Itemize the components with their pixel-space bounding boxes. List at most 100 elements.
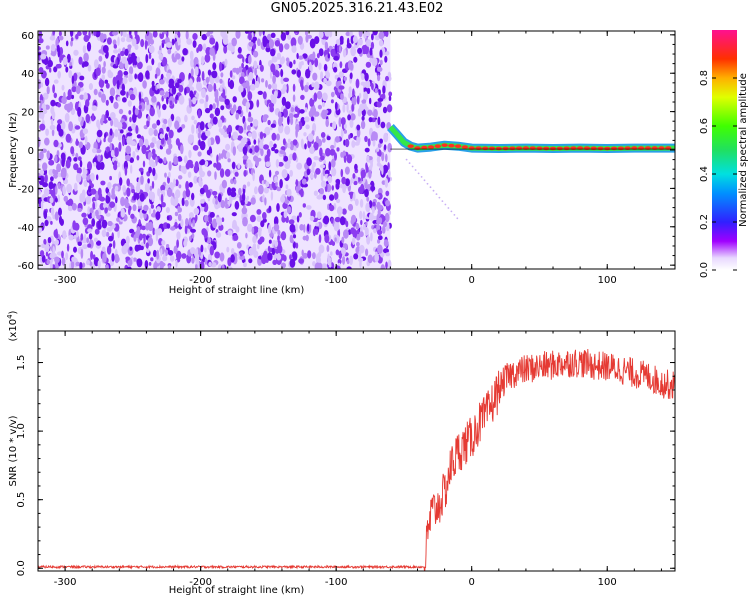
noise-speckle — [205, 76, 210, 84]
noise-speckle — [114, 147, 119, 158]
noise-speckle — [38, 163, 41, 168]
noise-speckle — [189, 197, 195, 207]
noise-speckle — [346, 103, 349, 113]
noise-speckle — [46, 259, 51, 265]
noise-speckle — [242, 184, 247, 190]
noise-speckle — [256, 157, 262, 162]
noise-speckle — [113, 49, 119, 54]
noise-speckle — [165, 72, 172, 78]
noise-speckle — [83, 92, 88, 102]
noise-speckle — [364, 72, 369, 82]
noise-speckle — [145, 53, 149, 64]
noise-speckle — [100, 161, 105, 170]
noise-speckle — [326, 244, 330, 253]
noise-speckle — [136, 134, 142, 139]
noise-speckle — [253, 60, 258, 70]
signal-track-peak — [536, 146, 543, 151]
noise-speckle — [146, 248, 150, 254]
noise-speckle — [174, 120, 180, 130]
noise-speckle — [273, 90, 278, 99]
x-tick-label: -200 — [189, 577, 212, 588]
noise-speckle — [151, 95, 157, 103]
noise-speckle — [256, 209, 262, 215]
noise-speckle — [52, 31, 56, 36]
noise-speckle — [295, 223, 298, 232]
noise-speckle — [334, 216, 341, 223]
noise-speckle — [230, 107, 235, 115]
noise-speckle — [111, 253, 115, 262]
noise-speckle — [88, 185, 92, 193]
noise-speckle — [144, 260, 149, 269]
noise-speckle — [320, 172, 324, 182]
noise-speckle — [342, 48, 347, 58]
noise-speckle — [95, 190, 99, 201]
noise-speckle — [177, 213, 182, 222]
noise-speckle — [87, 64, 92, 72]
noise-speckle — [191, 192, 195, 201]
noise-speckle — [212, 103, 216, 110]
noise-speckle — [95, 209, 99, 217]
noise-speckle — [305, 234, 309, 242]
signal-track-peak — [482, 146, 489, 151]
signal-track-peak — [529, 146, 536, 150]
x-tick-label: 0 — [469, 275, 475, 286]
noise-speckle — [339, 216, 346, 226]
noise-speckle — [214, 251, 221, 259]
noise-speckle — [370, 41, 375, 50]
noise-speckle — [322, 92, 328, 102]
noise-speckle — [65, 40, 69, 47]
noise-speckle — [129, 246, 133, 251]
signal-track-peak — [475, 146, 482, 150]
noise-speckle — [167, 48, 172, 55]
noise-speckle — [49, 35, 56, 41]
noise-speckle — [330, 144, 335, 150]
noise-speckle — [196, 47, 200, 53]
noise-speckle — [275, 158, 280, 168]
noise-speckle — [252, 119, 259, 127]
noise-speckle — [223, 44, 228, 54]
noise-speckle — [361, 99, 367, 104]
noise-speckle — [276, 254, 282, 261]
noise-speckle — [187, 134, 194, 144]
noise-speckle — [53, 139, 59, 148]
noise-speckle — [164, 133, 169, 141]
noise-speckle — [96, 240, 102, 246]
noise-speckle — [252, 36, 257, 42]
noise-speckle — [77, 207, 83, 212]
noise-speckle — [336, 206, 343, 216]
noise-speckle — [258, 31, 262, 37]
noise-speckle — [72, 220, 77, 231]
noise-speckle — [126, 33, 130, 42]
signal-track-peak — [461, 145, 469, 149]
noise-speckle — [358, 92, 362, 99]
noise-speckle — [109, 175, 112, 181]
noise-speckle — [146, 99, 150, 106]
noise-speckle — [231, 223, 238, 230]
noise-speckle — [300, 188, 304, 198]
noise-speckle — [224, 168, 231, 177]
noise-speckle — [83, 169, 88, 175]
noise-speckle — [271, 82, 278, 90]
noise-speckle — [67, 205, 73, 212]
noise-speckle — [288, 113, 294, 119]
noise-speckle — [373, 228, 377, 234]
noise-speckle — [65, 159, 71, 169]
noise-speckle — [268, 169, 272, 178]
noise-speckle — [289, 258, 296, 268]
noise-speckle — [308, 110, 315, 118]
noise-speckle — [105, 99, 109, 106]
noise-speckle — [61, 257, 66, 266]
noise-speckle — [364, 135, 368, 143]
noise-speckle — [160, 184, 166, 191]
noise-speckle — [251, 130, 257, 140]
noise-speckle — [343, 76, 348, 81]
noise-speckle — [210, 153, 213, 158]
snr-series-line — [38, 348, 675, 571]
noise-speckle — [153, 262, 158, 269]
noise-speckle — [57, 119, 63, 125]
faint-streak-point — [432, 189, 435, 192]
signal-track-peak — [556, 146, 563, 151]
noise-speckle — [192, 40, 197, 48]
noise-speckle — [41, 243, 46, 249]
x-tick-label: 0 — [469, 577, 475, 588]
